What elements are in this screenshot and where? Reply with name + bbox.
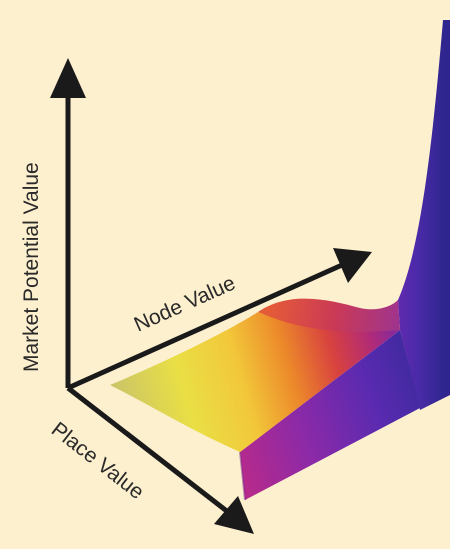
depth-axis-arrow-icon — [333, 248, 372, 283]
front-axis-label: Place Value — [47, 418, 148, 504]
vertical-axis-arrow-icon — [50, 58, 86, 98]
surface-edge — [239, 451, 246, 501]
surface-plot — [110, 20, 450, 501]
depth-axis-label: Node Value — [131, 272, 239, 337]
front-axis — [66, 386, 230, 514]
depth-axis — [66, 262, 344, 391]
vertical-axis-label: Market Potential Value — [20, 162, 43, 372]
axes — [50, 58, 372, 534]
surface-top — [110, 312, 400, 452]
surface-spike — [398, 20, 450, 410]
surface-front-face — [240, 330, 420, 500]
front-axis-arrow-icon — [214, 496, 254, 534]
